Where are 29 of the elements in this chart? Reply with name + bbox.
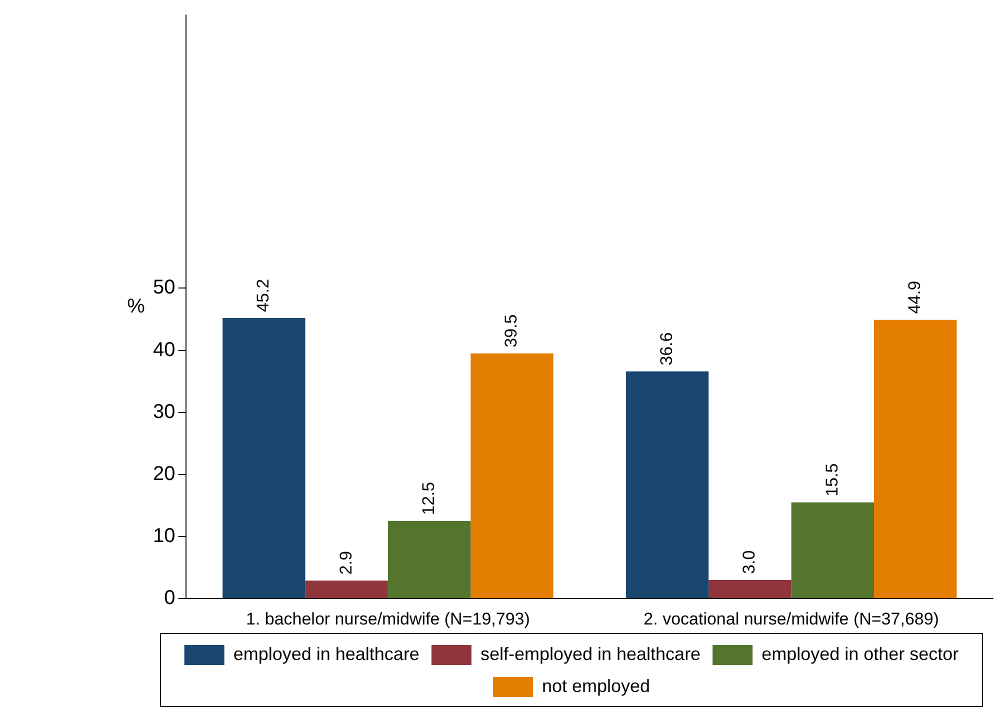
legend-label: not employed: [542, 676, 650, 696]
bar: [388, 520, 471, 598]
data-label: 44.9: [905, 280, 924, 314]
legend-label: employed in other sector: [762, 644, 959, 664]
bar: [874, 320, 957, 598]
data-label: 2.9: [336, 550, 356, 575]
data-label: 12.5: [418, 482, 438, 515]
data-label: 45.2: [254, 278, 273, 312]
x-tick-label: 2. vocational nurse/midwife (N=37,689): [644, 609, 939, 628]
y-tick-label: 30: [152, 400, 176, 423]
y-tick-label: 0: [164, 587, 176, 610]
bar: [626, 371, 709, 598]
data-label: 39.5: [502, 314, 521, 348]
y-axis-title: %: [127, 295, 146, 318]
y-tick-label: 40: [152, 338, 176, 361]
y-tick-label: 20: [152, 462, 176, 485]
legend-label: self-employed in healthcare: [480, 644, 701, 664]
y-tick-label: 50: [152, 276, 176, 299]
bar: [222, 318, 306, 598]
data-label: 15.5: [822, 463, 842, 496]
x-tick-label: 1. bachelor nurse/midwife (N=19,793): [246, 609, 530, 628]
bar: [305, 580, 388, 598]
data-label: 36.6: [656, 332, 676, 366]
bar: [470, 353, 554, 598]
y-tick-label: 10: [152, 525, 176, 548]
legend-label: employed in healthcare: [233, 644, 420, 664]
bar: [791, 502, 874, 598]
bar: [708, 580, 792, 598]
data-label: 3.0: [740, 550, 759, 574]
